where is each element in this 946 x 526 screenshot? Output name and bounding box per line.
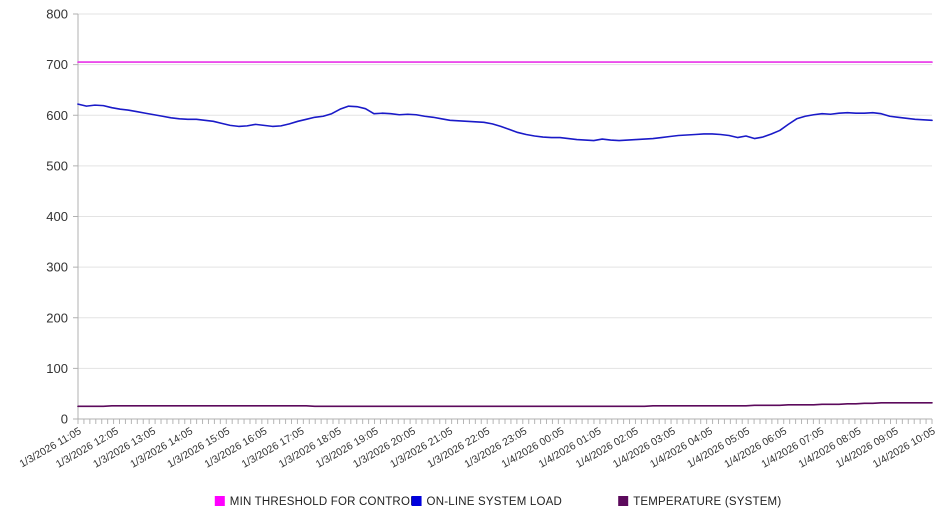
y-tick-label: 300 xyxy=(46,260,68,275)
legend-label: ON-LINE SYSTEM LOAD xyxy=(427,496,562,508)
y-tick-marks xyxy=(73,13,78,420)
y-tick-label: 200 xyxy=(46,310,68,325)
series-line xyxy=(77,103,933,142)
y-tick-label: 600 xyxy=(46,108,68,123)
legend-label: TEMPERATURE (SYSTEM) xyxy=(633,496,781,508)
y-tick-label: 500 xyxy=(46,158,68,173)
legend-swatch xyxy=(411,496,422,506)
y-tick-label: 700 xyxy=(46,57,68,72)
legend-swatch xyxy=(618,496,629,506)
series-line xyxy=(77,401,933,408)
chart-legend: MIN THRESHOLD FOR CONTROL ON-LINE SYSTEM … xyxy=(214,496,781,508)
legend-label: MIN THRESHOLD FOR CONTROL xyxy=(230,496,417,508)
data-series xyxy=(77,61,933,408)
y-tick-label: 400 xyxy=(46,209,68,224)
y-tick-label: 0 xyxy=(61,412,68,427)
y-tick-label: 800 xyxy=(46,7,68,22)
y-tick-label: 100 xyxy=(46,361,68,376)
gridlines xyxy=(78,13,932,369)
legend-swatch xyxy=(214,496,225,506)
x-minor-ticks xyxy=(77,419,933,424)
y-axis-labels: 0 100 200 300 400 500 600 700 800 xyxy=(46,7,68,427)
